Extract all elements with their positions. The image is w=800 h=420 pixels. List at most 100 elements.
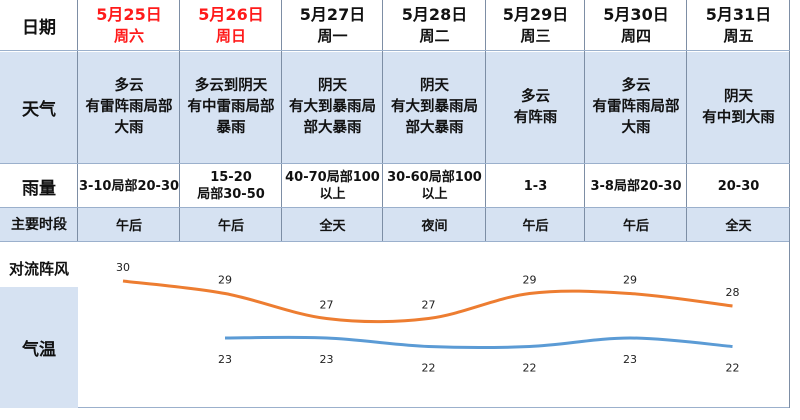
weather-cell-0: 多云有雷阵雨局部 大雨 [78, 52, 180, 163]
rain-text: 15-20 [210, 170, 252, 185]
weather-text: 有中到大雨 [702, 109, 775, 126]
column-divider [485, 0, 486, 241]
weather-text: 多云 [621, 78, 651, 94]
weather-text: 大雨 [114, 120, 144, 136]
weather-text: 有大到暴雨局 [289, 99, 376, 115]
column-divider [179, 0, 180, 241]
weather-text: 多云 [521, 88, 550, 105]
data-label: 23 [623, 353, 637, 366]
column-divider [584, 0, 585, 241]
rain-text: 以上 [421, 187, 448, 202]
chart-bottom-border [78, 407, 790, 408]
data-label: 23 [218, 353, 232, 366]
data-label: 29 [218, 274, 232, 287]
period-text: 午后 [622, 218, 649, 234]
data-label: 22 [726, 362, 740, 375]
day-weekday: 周三 [520, 27, 551, 45]
high-temp-line [122, 279, 733, 324]
weather-cell-2: 阴天 有大到暴雨局 部大暴雨 [282, 52, 383, 163]
weather-text: 部大暴雨 [405, 120, 464, 136]
column-divider [281, 0, 282, 241]
day-weekday: 周六 [113, 27, 144, 45]
period-text: 全天 [725, 218, 752, 234]
day-weekday: 周一 [317, 27, 348, 45]
day-header-4: 5月29日周三 [486, 0, 585, 50]
day-date: 5月29日 [502, 5, 569, 24]
day-header-1: 5月26日周日 [180, 0, 282, 50]
day-weekday: 周四 [620, 27, 651, 45]
row-label-rain-cell: 雨量 [0, 165, 78, 207]
rain-text: 20-30 [717, 178, 760, 194]
period-text: 午后 [522, 218, 549, 234]
header-label-cell: 日期 [0, 0, 78, 50]
day-date: 5月28日 [401, 5, 468, 24]
data-label: 29 [623, 274, 637, 287]
day-date: 5月26日 [198, 5, 264, 24]
column-divider [382, 0, 383, 241]
weather-text: 有大到暴雨局 [391, 99, 478, 115]
weather-cell-4: 多云 有阵雨 [486, 52, 585, 163]
rain-text: 3-8局部20-30 [590, 178, 682, 194]
day-date: 5月31日 [705, 5, 772, 24]
rain-cell-0: 3-10局部20-30 [78, 165, 180, 207]
data-label: 29 [523, 274, 537, 287]
period-cell-4: 午后 [486, 207, 585, 241]
day-date: 5月27日 [299, 5, 366, 24]
day-header-5: 5月30日周四 [585, 0, 687, 50]
weather-text: 多云 [114, 78, 144, 94]
header-label: 日期 [22, 17, 56, 38]
rain-cell-6: 20-30 [687, 165, 790, 207]
rain-text: 局部30-50 [197, 187, 265, 202]
day-header-0: 5月25日 周六 [78, 0, 180, 50]
weather-cell-6: 阴天 有中到大雨 [687, 52, 790, 163]
weather-text: 有中雷雨局部 [187, 99, 275, 115]
weather-text: 有雷阵雨局部 [85, 99, 173, 115]
row-label-period: 主要时段 [11, 217, 67, 233]
row-divider [0, 50, 790, 51]
day-header-3: 5月28日 周二 [383, 0, 486, 50]
row-label-period-cell: 主要时段 [0, 207, 78, 241]
row-label-weather-cell: 天气 [0, 52, 78, 163]
data-label: 22 [523, 362, 537, 375]
period-text: 午后 [115, 218, 142, 234]
period-cell-2: 全天 [282, 207, 383, 241]
day-date: 5月30日 [603, 5, 669, 24]
chart-right-border [789, 241, 790, 408]
period-cell-3: 夜间 [383, 207, 486, 241]
weather-text: 有阵雨 [513, 109, 558, 126]
weather-text: 阴天 [724, 88, 753, 105]
rain-cell-3: 30-60局部100 以上 [383, 165, 486, 207]
period-text: 全天 [319, 218, 346, 234]
weather-text: 有雷阵雨局部 [592, 99, 680, 115]
data-label: 22 [422, 362, 436, 375]
rain-text: 1-3 [523, 178, 548, 194]
rain-cell-1: 15-20 局部30-50 [180, 165, 282, 207]
weather-text: 阴天 [318, 78, 347, 94]
weather-cell-3: 阴天 有大到暴雨局 部大暴雨 [383, 52, 486, 163]
data-label: 27 [320, 299, 334, 312]
data-label: 28 [726, 286, 740, 299]
low-temp-line [224, 335, 733, 350]
data-label: 27 [422, 299, 436, 312]
day-weekday: 周日 [215, 27, 246, 45]
rain-text: 30-60局部100 [387, 170, 482, 185]
row-label-weather: 天气 [22, 100, 56, 120]
row-label-rain: 雨量 [22, 178, 56, 199]
period-text: 午后 [217, 218, 244, 234]
rain-cell-4: 1-3 [486, 165, 585, 207]
rain-text: 3-10局部20-30 [78, 178, 180, 194]
period-cell-0: 午后 [78, 207, 180, 241]
rain-cell-5: 3-8局部20-30 [585, 165, 687, 207]
row-label-temp: 气温 [22, 340, 56, 360]
row-divider [0, 163, 790, 164]
row-label-wind-text: 对流阵风 [8, 259, 69, 278]
weather-text: 大雨 [621, 120, 651, 136]
day-header-2: 5月27日周一 [282, 0, 383, 50]
day-header-6: 5月31日 周五 [687, 0, 790, 50]
rain-text: 40-70局部100 [285, 170, 380, 185]
row-label-wind: 对流阵风 [0, 255, 78, 281]
weather-cell-1: 多云到阴天 有中雷雨局部 暴雨 [180, 52, 282, 163]
column-divider [686, 0, 687, 241]
period-cell-6: 全天 [687, 207, 790, 241]
column-divider [77, 0, 78, 241]
